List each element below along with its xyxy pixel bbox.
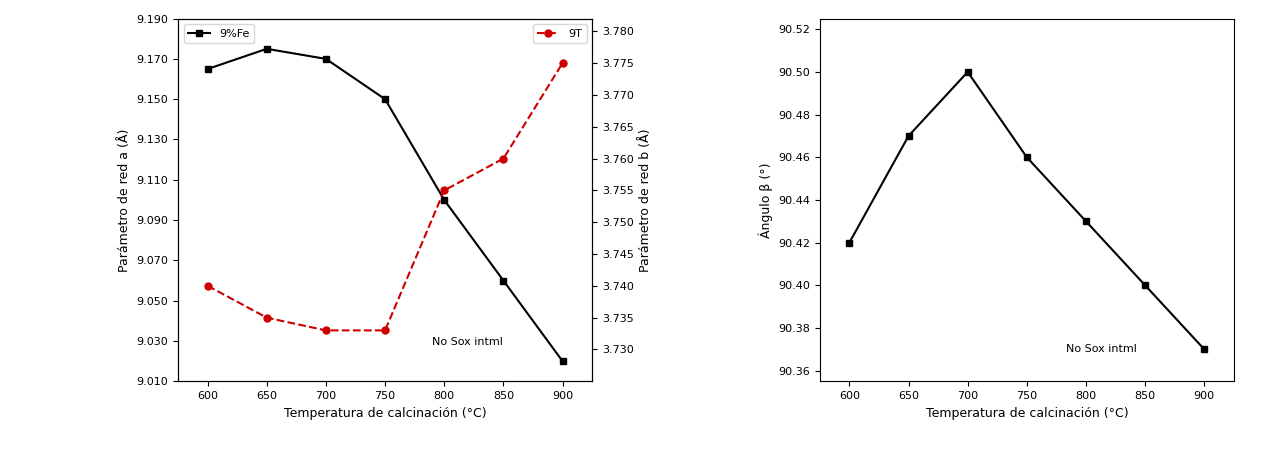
Text: No Sox intml: No Sox intml [432, 337, 504, 347]
9T [259, 315, 275, 320]
Legend: 9%Fe: 9%Fe [183, 24, 254, 43]
9%Fe [378, 96, 393, 102]
9T [200, 283, 215, 289]
Y-axis label: Parámetro de red a (Å): Parámetro de red a (Å) [118, 128, 131, 272]
9T [436, 187, 452, 193]
Line: 9%Fe: 9%Fe [205, 46, 566, 365]
Legend: 9T: 9T [533, 24, 586, 43]
9T [496, 156, 511, 161]
9T [555, 60, 570, 66]
9%Fe [318, 56, 333, 62]
Text: No Sox intml: No Sox intml [1066, 344, 1137, 354]
9T [378, 328, 393, 333]
Line: 9T: 9T [205, 60, 566, 334]
9%Fe [200, 66, 215, 72]
X-axis label: Temperatura de calcinación (°C): Temperatura de calcinación (°C) [926, 406, 1128, 419]
X-axis label: Temperatura de calcinación (°C): Temperatura de calcinación (°C) [284, 406, 486, 419]
9%Fe [496, 278, 511, 283]
9T [318, 328, 333, 333]
9%Fe [555, 359, 570, 364]
9%Fe [259, 46, 275, 52]
9%Fe [436, 197, 452, 203]
Y-axis label: Ángulo β (°): Ángulo β (°) [758, 162, 772, 238]
Y-axis label: Parámetro de red b (Å): Parámetro de red b (Å) [640, 128, 653, 272]
